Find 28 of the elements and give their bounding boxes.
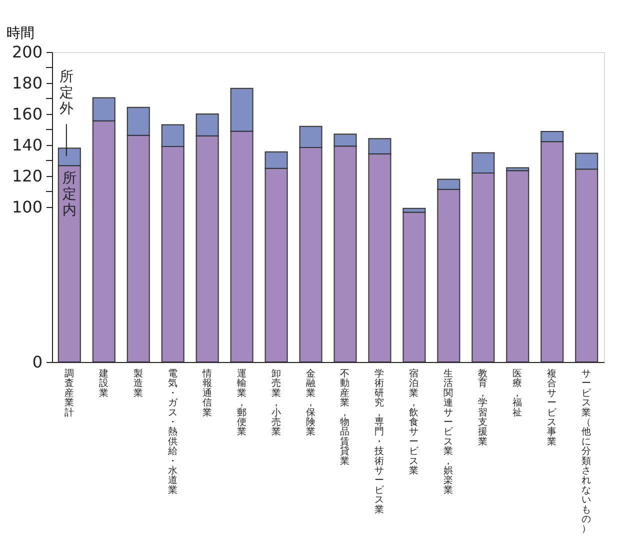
x-tick-label: 運輸業，郵便業 [236, 368, 247, 438]
category-label: 生活関連サービス業，娯楽業 [444, 368, 454, 496]
category-label: 学術研究，専門・技術サービス業 [374, 368, 385, 516]
x-tick-label: 教育，学習支援業 [478, 368, 488, 448]
y-tick-label: 160 [12, 104, 42, 124]
category-label: 電気・ガス・熱供給・水道業 [168, 368, 178, 496]
y-axis-title: 時間 [6, 26, 34, 42]
bar [506, 170, 530, 362]
x-tick-label: 卸売業，小売業 [271, 368, 282, 438]
x-tick-label: 複合サービス事業 [547, 368, 558, 448]
x-tick-label: 医療，福祉 [512, 368, 523, 418]
y-tick-label: 0 [32, 352, 42, 372]
bar [402, 212, 426, 362]
category-label: 不動産業，物品賃貸業 [340, 368, 350, 467]
y-tick-label: 200 [12, 42, 42, 62]
series-label: 所定外 [59, 69, 74, 118]
category-label: サービス業（他に分類されないもの） [582, 368, 592, 535]
category-label: 宿泊業，飲食サービス業 [409, 368, 420, 476]
y-tick-label: 100 [12, 198, 42, 216]
series-label: 所定内 [62, 170, 76, 219]
y-tick-label: 140 [12, 136, 42, 154]
x-tick-label: 調査産業計 [64, 368, 74, 418]
x-tick-label: 製造業 [133, 368, 144, 399]
x-tick-label: 建設業 [98, 368, 109, 399]
y-tick-label: 120 [12, 166, 42, 186]
x-tick-label: 情報通信業 [201, 368, 212, 418]
x-tick-label: 金融業，保険業 [306, 368, 316, 438]
y-tick-label: 180 [12, 74, 42, 92]
